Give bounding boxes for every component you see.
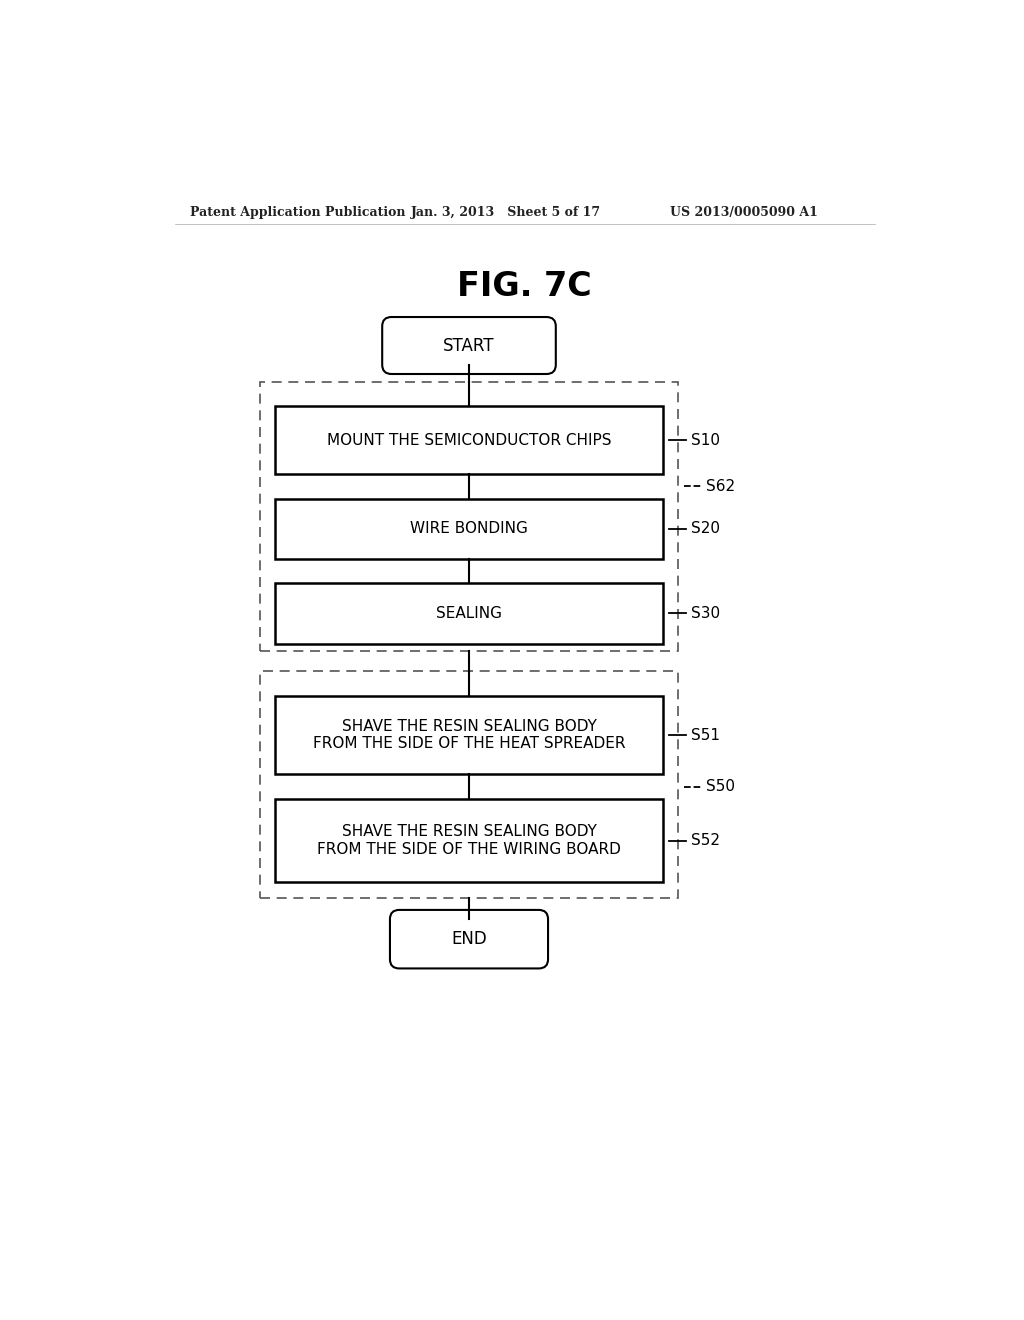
Text: US 2013/0005090 A1: US 2013/0005090 A1 bbox=[671, 206, 818, 219]
Text: Patent Application Publication: Patent Application Publication bbox=[190, 206, 406, 219]
Text: Jan. 3, 2013   Sheet 5 of 17: Jan. 3, 2013 Sheet 5 of 17 bbox=[411, 206, 601, 219]
Text: S30: S30 bbox=[690, 606, 720, 620]
Text: WIRE BONDING: WIRE BONDING bbox=[410, 521, 528, 536]
Bar bbox=[275, 583, 663, 644]
FancyBboxPatch shape bbox=[382, 317, 556, 374]
Text: SHAVE THE RESIN SEALING BODY
FROM THE SIDE OF THE HEAT SPREADER: SHAVE THE RESIN SEALING BODY FROM THE SI… bbox=[312, 719, 626, 751]
FancyBboxPatch shape bbox=[390, 909, 548, 969]
Bar bbox=[275, 799, 663, 882]
Text: S51: S51 bbox=[690, 727, 720, 743]
Text: SHAVE THE RESIN SEALING BODY
FROM THE SIDE OF THE WIRING BOARD: SHAVE THE RESIN SEALING BODY FROM THE SI… bbox=[317, 825, 621, 857]
Bar bbox=[275, 407, 663, 474]
Text: S50: S50 bbox=[707, 779, 735, 795]
Text: SEALING: SEALING bbox=[436, 606, 502, 620]
Bar bbox=[275, 696, 663, 775]
Text: START: START bbox=[443, 337, 495, 355]
Text: S10: S10 bbox=[690, 433, 720, 447]
Text: S52: S52 bbox=[690, 833, 720, 849]
Text: MOUNT THE SEMICONDUCTOR CHIPS: MOUNT THE SEMICONDUCTOR CHIPS bbox=[327, 433, 611, 447]
Text: S62: S62 bbox=[707, 479, 735, 494]
Text: FIG. 7C: FIG. 7C bbox=[458, 271, 592, 304]
Text: END: END bbox=[452, 931, 486, 948]
Text: S20: S20 bbox=[690, 521, 720, 536]
Bar bbox=[275, 499, 663, 558]
